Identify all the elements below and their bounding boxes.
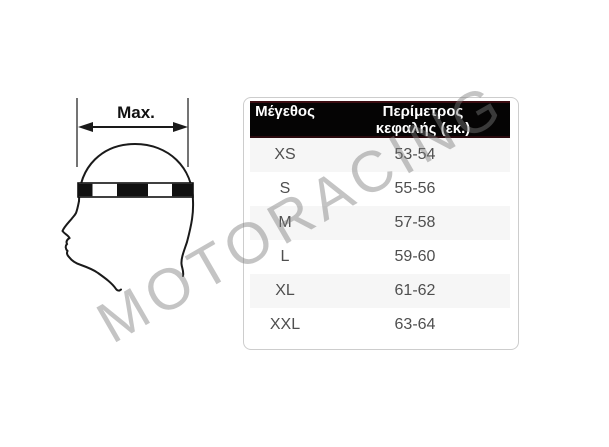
table-row-m: M 57-58 bbox=[250, 206, 510, 240]
circumference-cell: 55-56 bbox=[394, 180, 436, 197]
size-cell: XXL bbox=[269, 316, 301, 333]
max-width-label: Max. bbox=[117, 103, 155, 122]
size-cell: XL bbox=[275, 282, 295, 299]
circumference-cell: 53-54 bbox=[394, 146, 436, 163]
circumference-cell: 63-64 bbox=[394, 316, 436, 333]
face-profile-outline bbox=[61, 200, 122, 292]
size-column-header: Μέγεθος bbox=[250, 103, 320, 136]
size-cell: S bbox=[279, 180, 291, 197]
head-outline bbox=[78, 142, 195, 277]
head-profile-with-measuring-band-icon: Max. bbox=[61, 98, 195, 292]
table-row-xs: XS 53-54 bbox=[250, 138, 510, 172]
table-body: XS 53-54 S 55-56 M 57-58 L 59-60 XL 61-6… bbox=[250, 138, 518, 342]
circumference-header-line2: κεφαλής (εκ.) bbox=[375, 119, 471, 137]
table-row-s: S 55-56 bbox=[250, 172, 510, 206]
measuring-band bbox=[77, 182, 194, 198]
circumference-header-line1: Περίμετρος bbox=[382, 103, 464, 120]
size-cell: M bbox=[278, 214, 292, 231]
size-cell: L bbox=[280, 248, 290, 265]
table-row-xl: XL 61-62 bbox=[250, 274, 510, 308]
size-column-header-label: Μέγεθος bbox=[255, 103, 315, 120]
table-header-row: Μέγεθος Περίμετρος κεφαλής (εκ.) bbox=[250, 101, 510, 138]
circumference-cell: 61-62 bbox=[394, 282, 436, 299]
table-row-xxl: XXL 63-64 bbox=[250, 308, 510, 342]
circumference-column-header: Περίμετρος κεφαλής (εκ.) bbox=[320, 103, 510, 136]
size-cell: XS bbox=[274, 146, 296, 163]
size-table-card: Μέγεθος Περίμετρος κεφαλής (εκ.) XS 53-5… bbox=[243, 97, 519, 350]
circumference-cell: 59-60 bbox=[394, 248, 436, 265]
measurement-guide-lines bbox=[76, 98, 189, 167]
max-width-arrow bbox=[78, 122, 188, 132]
table-row-l: L 59-60 bbox=[250, 240, 510, 274]
circumference-cell: 57-58 bbox=[394, 214, 436, 231]
